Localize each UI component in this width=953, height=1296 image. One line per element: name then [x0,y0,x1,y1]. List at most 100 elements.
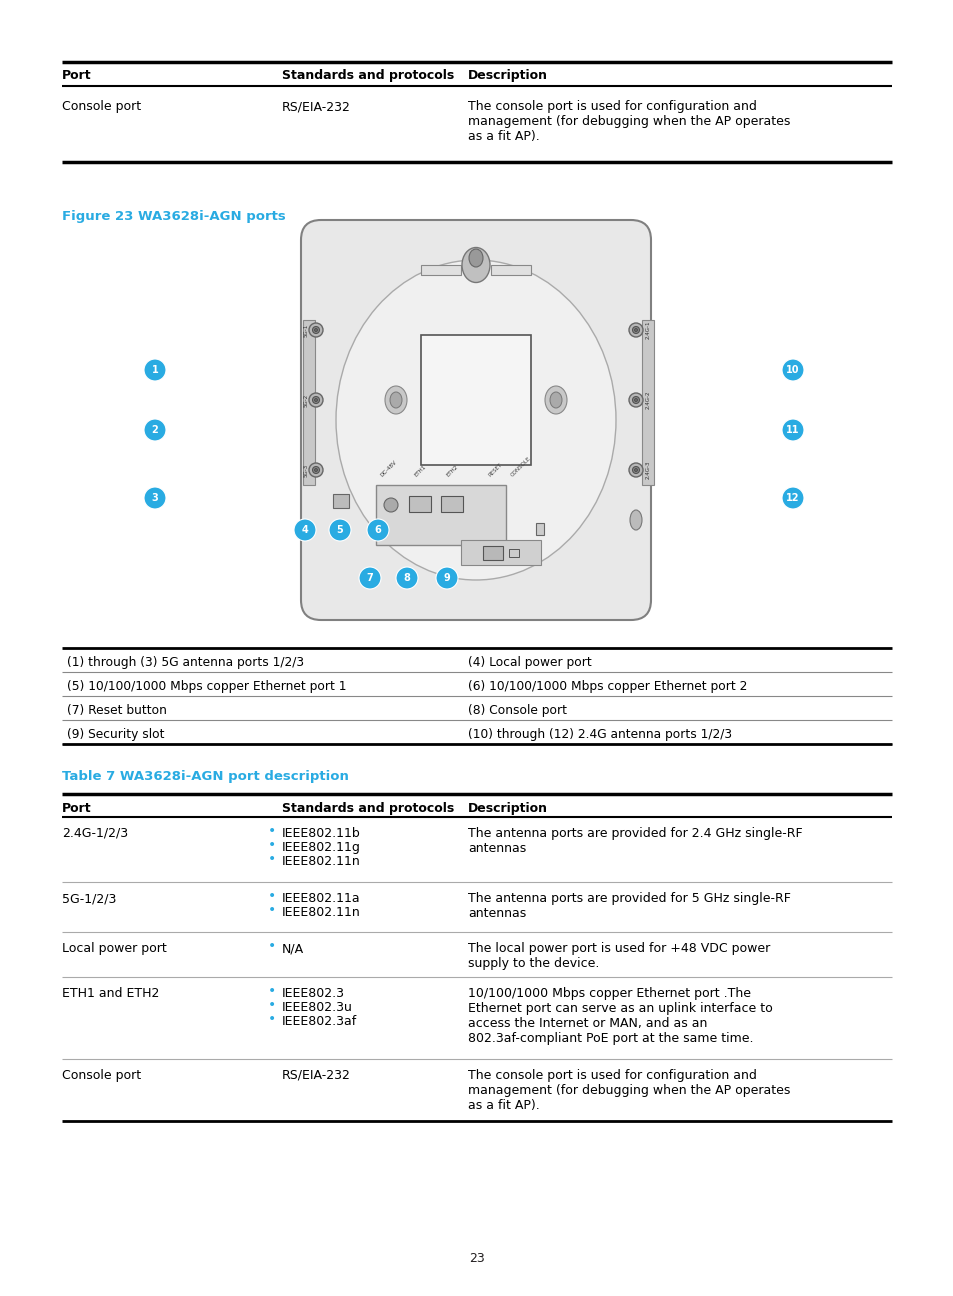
Text: 5G-1: 5G-1 [303,324,308,337]
Text: 7: 7 [366,573,373,583]
Text: Port: Port [62,69,91,82]
Text: •: • [268,889,275,903]
Ellipse shape [309,393,323,407]
Text: IEEE802.3u: IEEE802.3u [282,1001,353,1013]
Text: •: • [268,940,275,953]
Text: 8: 8 [403,573,410,583]
Text: Console port: Console port [62,100,141,113]
Ellipse shape [314,398,317,402]
Text: (1) through (3) 5G antenna ports 1/2/3: (1) through (3) 5G antenna ports 1/2/3 [67,656,304,669]
Text: CONSOLE: CONSOLE [510,456,532,478]
Text: Standards and protocols: Standards and protocols [282,69,454,82]
Ellipse shape [634,328,637,332]
Ellipse shape [629,511,641,530]
FancyBboxPatch shape [641,320,654,485]
Text: •: • [268,984,275,998]
Text: •: • [268,998,275,1012]
Text: IEEE802.11n: IEEE802.11n [282,855,360,868]
Text: 5G-2: 5G-2 [303,394,308,407]
Text: IEEE802.11g: IEEE802.11g [282,841,360,854]
Circle shape [367,518,389,540]
Text: 2.4G-1/2/3: 2.4G-1/2/3 [62,827,128,840]
FancyBboxPatch shape [536,524,543,535]
Text: RS/EIA-232: RS/EIA-232 [282,1069,351,1082]
Text: N/A: N/A [282,942,304,955]
Text: 5G-3: 5G-3 [303,464,308,477]
Ellipse shape [390,391,401,408]
Text: (4) Local power port: (4) Local power port [468,656,591,669]
Text: 10/100/1000 Mbps copper Ethernet port .The
Ethernet port can serve as an uplink : 10/100/1000 Mbps copper Ethernet port .T… [468,988,772,1045]
Text: IEEE802.3: IEEE802.3 [282,988,345,1001]
Text: 10: 10 [785,365,799,375]
Ellipse shape [632,467,639,473]
Text: The console port is used for configuration and
management (for debugging when th: The console port is used for configurati… [468,1069,789,1112]
Ellipse shape [309,463,323,477]
Text: IEEE802.11n: IEEE802.11n [282,906,360,919]
Ellipse shape [632,327,639,333]
Text: DC-48V: DC-48V [379,460,397,478]
Text: Standards and protocols: Standards and protocols [282,802,454,815]
FancyBboxPatch shape [440,496,462,512]
Ellipse shape [550,391,561,408]
Text: ETH1: ETH1 [413,464,426,478]
Text: The local power port is used for +48 VDC power
supply to the device.: The local power port is used for +48 VDC… [468,942,769,969]
Ellipse shape [544,386,566,413]
Text: 5: 5 [336,525,343,535]
Text: (7) Reset button: (7) Reset button [67,704,167,717]
Text: (10) through (12) 2.4G antenna ports 1/2/3: (10) through (12) 2.4G antenna ports 1/2… [468,728,731,741]
Ellipse shape [632,397,639,403]
Ellipse shape [628,463,642,477]
FancyBboxPatch shape [375,485,505,546]
Text: (9) Security slot: (9) Security slot [67,728,164,741]
Circle shape [144,359,166,381]
Text: 9: 9 [443,573,450,583]
Text: IEEE802.11a: IEEE802.11a [282,892,360,905]
Circle shape [329,518,351,540]
Ellipse shape [312,231,639,609]
Text: •: • [268,851,275,866]
FancyBboxPatch shape [509,550,518,557]
Ellipse shape [313,327,319,333]
Text: Description: Description [468,802,547,815]
FancyBboxPatch shape [482,546,502,560]
Text: Local power port: Local power port [62,942,167,955]
Circle shape [781,487,803,509]
Ellipse shape [313,467,319,473]
Text: •: • [268,839,275,851]
Text: RS/EIA-232: RS/EIA-232 [282,100,351,113]
FancyBboxPatch shape [491,264,531,275]
Text: 11: 11 [785,425,799,435]
Text: ETH1 and ETH2: ETH1 and ETH2 [62,988,159,1001]
Text: IEEE802.11b: IEEE802.11b [282,827,360,840]
FancyBboxPatch shape [333,494,349,508]
Text: •: • [268,1012,275,1026]
Text: 23: 23 [469,1252,484,1265]
Circle shape [436,568,457,588]
Text: The antenna ports are provided for 5 GHz single-RF
antennas: The antenna ports are provided for 5 GHz… [468,892,790,920]
Text: (5) 10/100/1000 Mbps copper Ethernet port 1: (5) 10/100/1000 Mbps copper Ethernet por… [67,680,346,693]
Text: •: • [268,903,275,918]
Text: 2: 2 [152,425,158,435]
Text: 4: 4 [301,525,308,535]
FancyBboxPatch shape [301,220,650,619]
FancyBboxPatch shape [303,320,314,485]
FancyBboxPatch shape [420,334,531,465]
Ellipse shape [313,397,319,403]
Text: Table 7 WA3628i-AGN port description: Table 7 WA3628i-AGN port description [62,770,349,783]
Text: 5G-1/2/3: 5G-1/2/3 [62,892,116,905]
FancyBboxPatch shape [409,496,431,512]
Text: Description: Description [468,69,547,82]
Text: 12: 12 [785,492,799,503]
Text: Port: Port [62,802,91,815]
Circle shape [781,359,803,381]
Text: 1: 1 [152,365,158,375]
Text: Figure 23 WA3628i-AGN ports: Figure 23 WA3628i-AGN ports [62,210,286,223]
Text: IEEE802.3af: IEEE802.3af [282,1015,356,1028]
Ellipse shape [309,323,323,337]
Ellipse shape [335,260,616,581]
Circle shape [395,568,417,588]
Circle shape [144,487,166,509]
Circle shape [358,568,380,588]
Text: The antenna ports are provided for 2.4 GHz single-RF
antennas: The antenna ports are provided for 2.4 G… [468,827,801,855]
Text: 2.4G-1: 2.4G-1 [645,320,650,340]
